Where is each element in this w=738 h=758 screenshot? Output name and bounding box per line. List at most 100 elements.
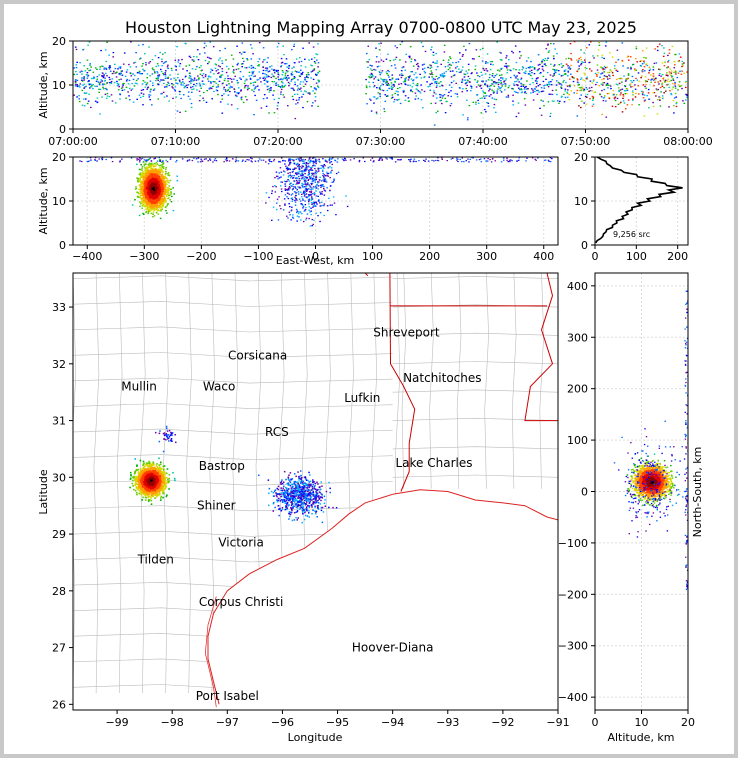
source-point <box>545 78 547 80</box>
source-point <box>396 99 398 101</box>
source-point <box>432 61 434 63</box>
time-altitude-ticks: 07:00:00 07:10:00 07:20:00 07:30:00 07:40:00… <box>48 35 712 148</box>
source-point <box>264 78 267 80</box>
source-point <box>236 92 238 94</box>
source-point <box>164 206 167 209</box>
source-point <box>430 66 433 68</box>
source-point <box>144 86 147 88</box>
source-point <box>128 87 131 90</box>
source-point <box>542 59 544 61</box>
source-point <box>119 93 121 95</box>
source-point <box>196 49 199 51</box>
source-point <box>151 189 154 191</box>
source-point <box>471 58 474 60</box>
source-point <box>414 60 417 62</box>
source-point <box>318 80 321 82</box>
source-point <box>520 82 522 84</box>
source-point <box>148 191 150 193</box>
source-point <box>634 69 636 72</box>
source-point <box>177 73 179 75</box>
source-point <box>608 74 610 76</box>
source-point <box>190 102 193 105</box>
source-point <box>154 173 157 175</box>
source-point <box>144 178 147 181</box>
source-point <box>162 190 164 193</box>
source-point <box>590 41 592 43</box>
source-point <box>277 76 279 78</box>
source-point <box>640 77 642 79</box>
source-point <box>515 115 518 118</box>
source-point <box>661 95 664 97</box>
source-point <box>306 76 308 78</box>
source-point <box>310 86 312 88</box>
source-point <box>520 77 523 79</box>
source-point <box>501 77 504 79</box>
source-point <box>463 45 465 47</box>
source-point <box>91 84 93 87</box>
source-point <box>152 191 154 194</box>
source-point <box>621 60 624 62</box>
source-point <box>376 87 378 89</box>
source-point <box>555 70 558 72</box>
source-point <box>161 165 163 167</box>
source-point <box>389 79 391 81</box>
source-point <box>141 192 143 194</box>
source-point <box>545 64 547 67</box>
source-point <box>209 41 212 43</box>
source-point <box>109 70 112 72</box>
source-point <box>236 45 238 47</box>
source-point <box>200 70 203 72</box>
source-point <box>307 76 309 79</box>
source-point <box>474 68 477 71</box>
source-point <box>551 89 554 92</box>
source-point <box>530 74 532 77</box>
source-point <box>490 63 492 65</box>
source-point <box>399 74 401 76</box>
source-point <box>102 83 104 85</box>
source-point <box>576 92 578 94</box>
source-point <box>629 56 632 58</box>
source-point <box>518 87 520 89</box>
source-point <box>540 99 542 101</box>
source-point <box>548 50 551 52</box>
source-point <box>157 178 160 180</box>
source-point <box>302 47 304 49</box>
source-point <box>108 82 111 84</box>
source-point <box>624 85 627 88</box>
source-point <box>182 84 184 86</box>
source-point <box>297 87 300 89</box>
source-point <box>430 49 432 51</box>
source-point <box>147 205 150 208</box>
source-point <box>280 66 282 68</box>
source-point <box>615 83 618 85</box>
source-point <box>141 83 144 85</box>
source-point <box>627 74 630 76</box>
source-point <box>155 206 158 208</box>
source-point <box>145 205 148 208</box>
source-point <box>486 101 488 104</box>
source-point <box>162 72 164 75</box>
source-point <box>569 68 571 70</box>
source-point <box>504 89 506 91</box>
source-point <box>479 48 482 51</box>
source-point <box>493 103 496 106</box>
source-point <box>88 41 91 43</box>
source-point <box>674 70 677 72</box>
source-point <box>223 79 226 82</box>
source-point <box>565 63 568 65</box>
source-point <box>436 97 438 99</box>
source-point <box>149 209 151 211</box>
source-point <box>157 98 160 100</box>
source-point <box>658 68 660 70</box>
source-point <box>270 65 273 67</box>
source-point <box>539 72 541 75</box>
source-point <box>284 84 286 86</box>
source-point <box>185 65 188 67</box>
source-point <box>271 73 273 75</box>
source-point <box>123 82 125 85</box>
source-point <box>564 73 566 75</box>
source-point <box>402 66 405 68</box>
source-point <box>492 92 495 94</box>
source-point <box>157 213 160 215</box>
source-point <box>486 70 489 72</box>
